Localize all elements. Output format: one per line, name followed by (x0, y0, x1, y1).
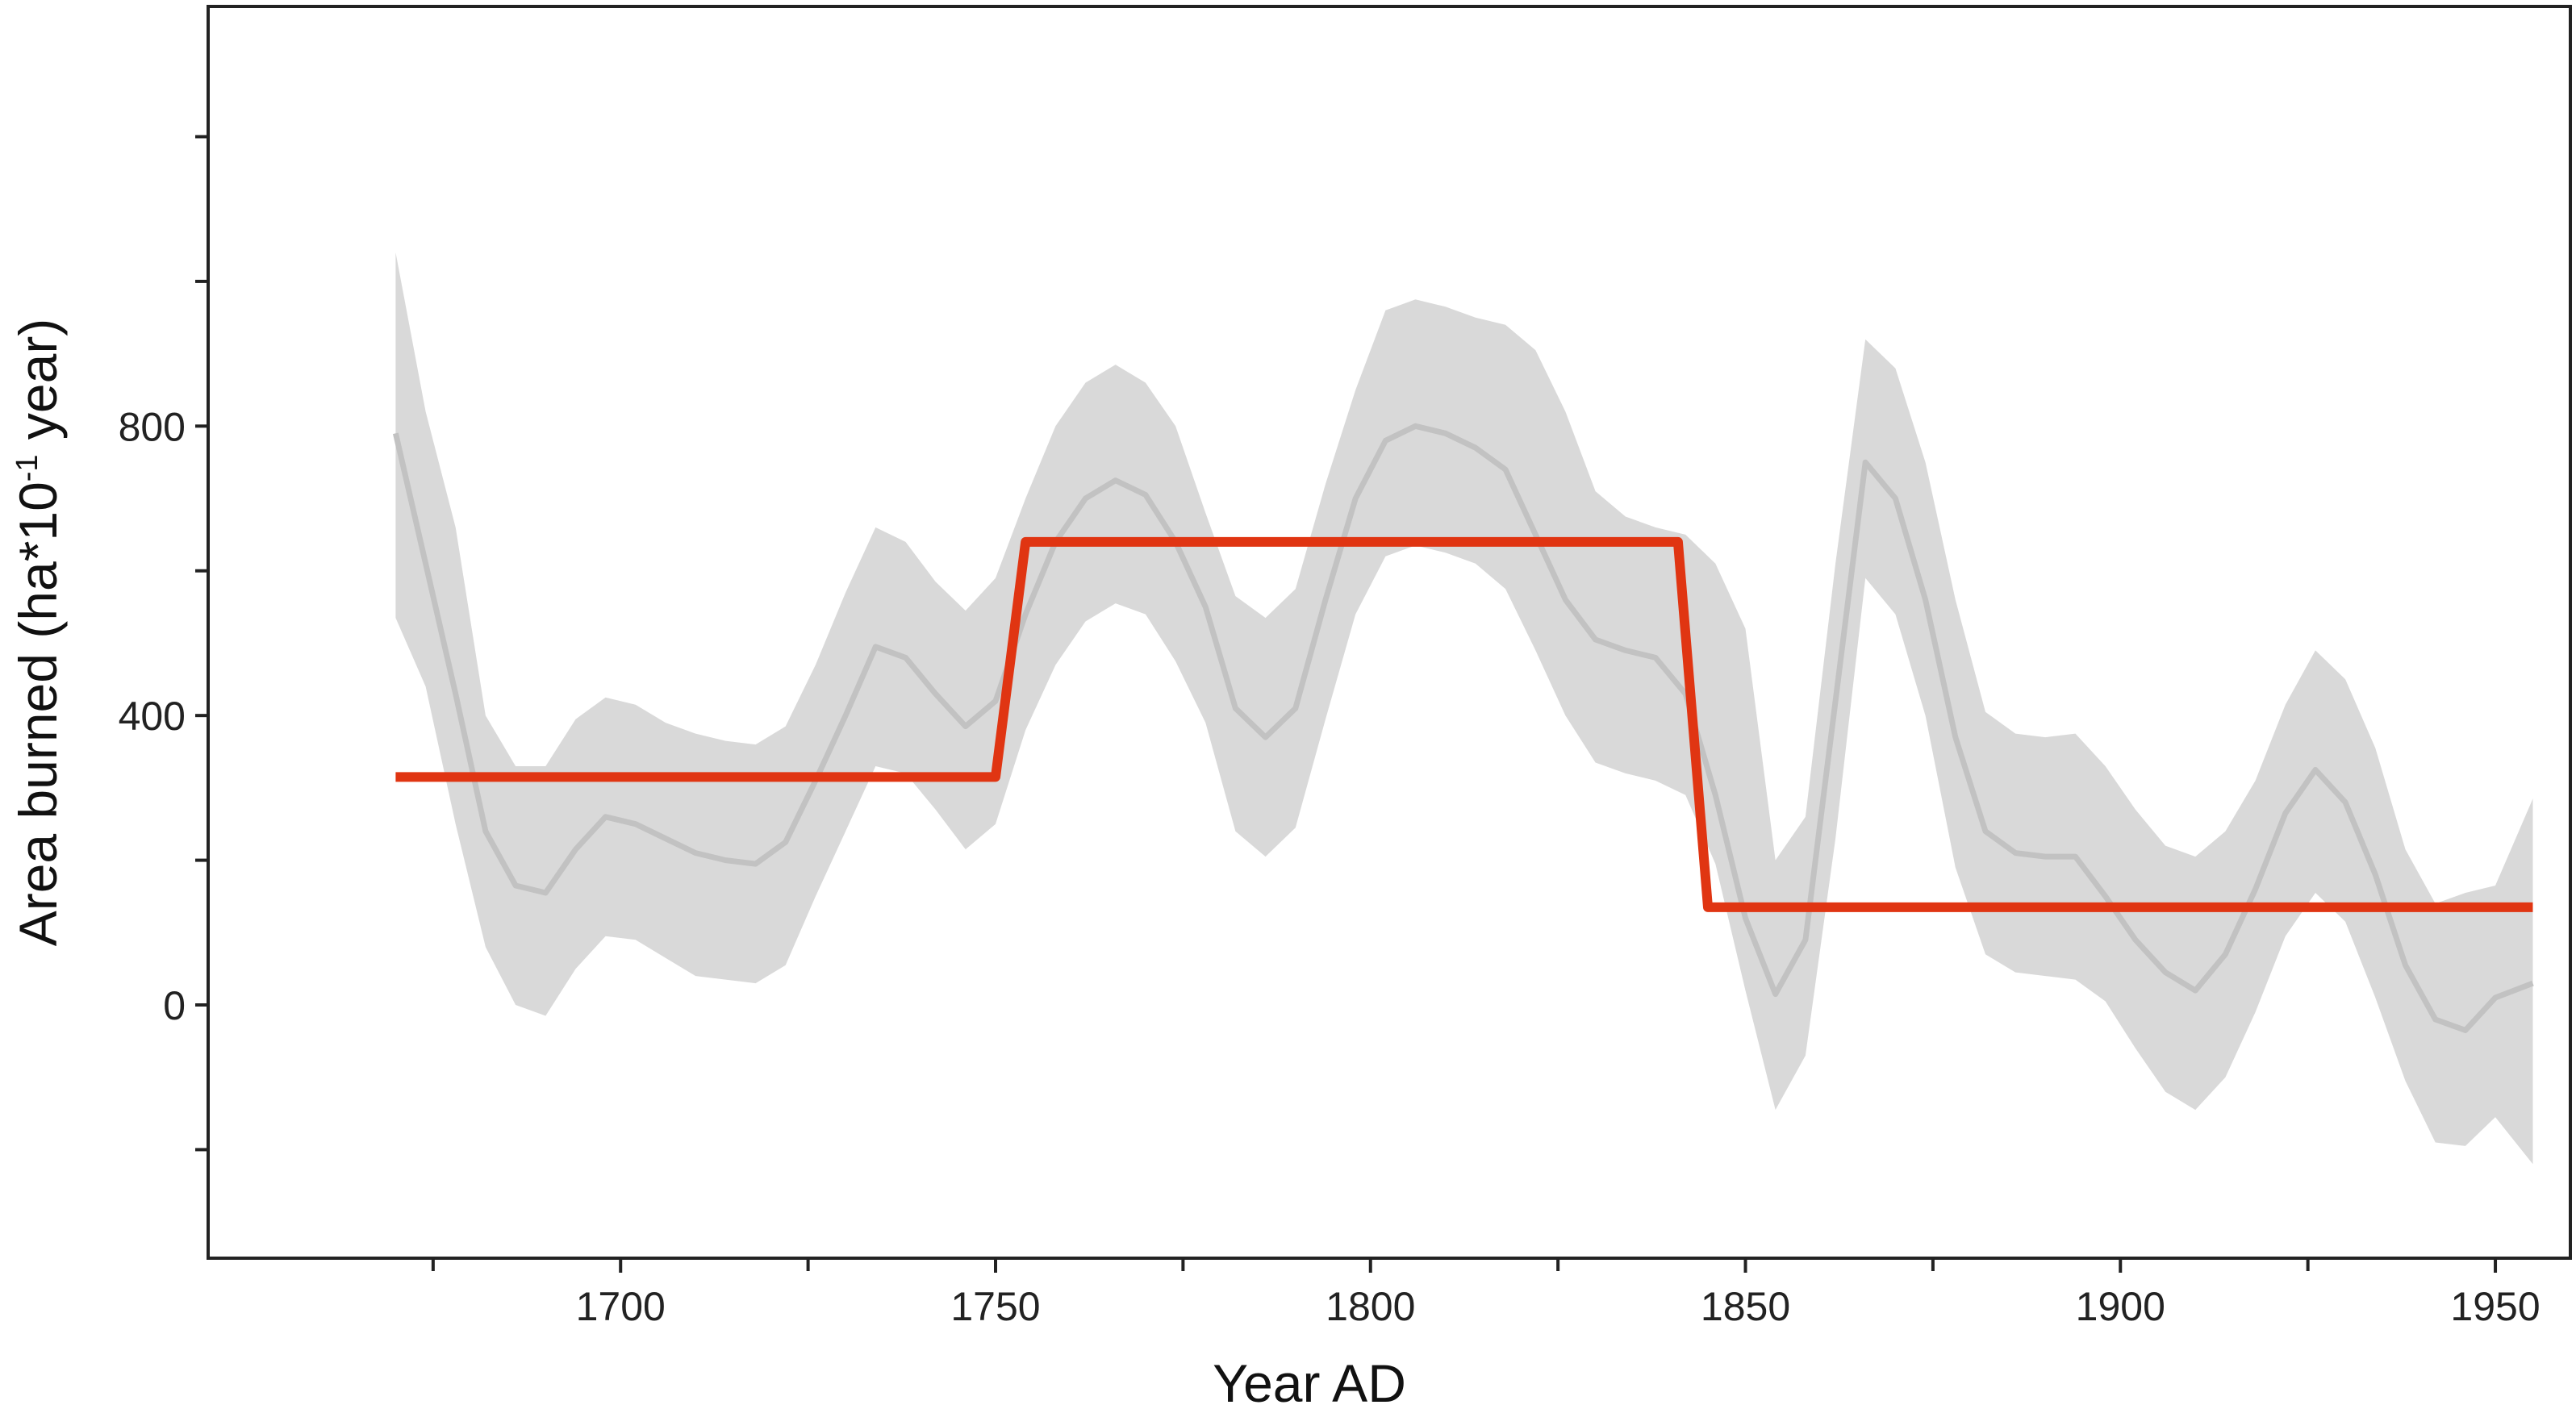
confidence-band-layer (395, 252, 2533, 1165)
y-tick-label: 800 (119, 404, 186, 449)
x-tick-label: 1900 (2076, 1284, 2165, 1329)
x-tick-label: 1700 (576, 1284, 666, 1329)
mean-line-layer (392, 423, 2534, 1033)
y-axis-title-prefix: Area burned (ha*10 (8, 481, 68, 946)
mean-line (392, 423, 2534, 1033)
plot-frame (207, 5, 2572, 1260)
x-tick-label: 1850 (1701, 1284, 1790, 1329)
regime-step-layer (395, 536, 2533, 912)
y-axis-title-suffix: year) (8, 319, 68, 455)
axis-tick-layer (195, 135, 2498, 1273)
y-tick-label: 0 (163, 983, 186, 1028)
regime-step-line (395, 536, 2533, 912)
y-tick-label: 400 (119, 694, 186, 739)
confidence-band (395, 252, 2533, 1165)
y-axis-title-exponent: -1 (10, 454, 44, 481)
x-axis-title: Year AD (1213, 1353, 1406, 1409)
y-axis-title: Area burned (ha*10-1 year) (8, 319, 68, 947)
x-tick-label: 1800 (1326, 1284, 1415, 1329)
tick-label-layer: 1700 1750 1800 1850 1900 1950 0 400 800 (119, 404, 2541, 1329)
x-tick-label: 1950 (2450, 1284, 2540, 1329)
x-tick-label: 1750 (950, 1284, 1040, 1329)
